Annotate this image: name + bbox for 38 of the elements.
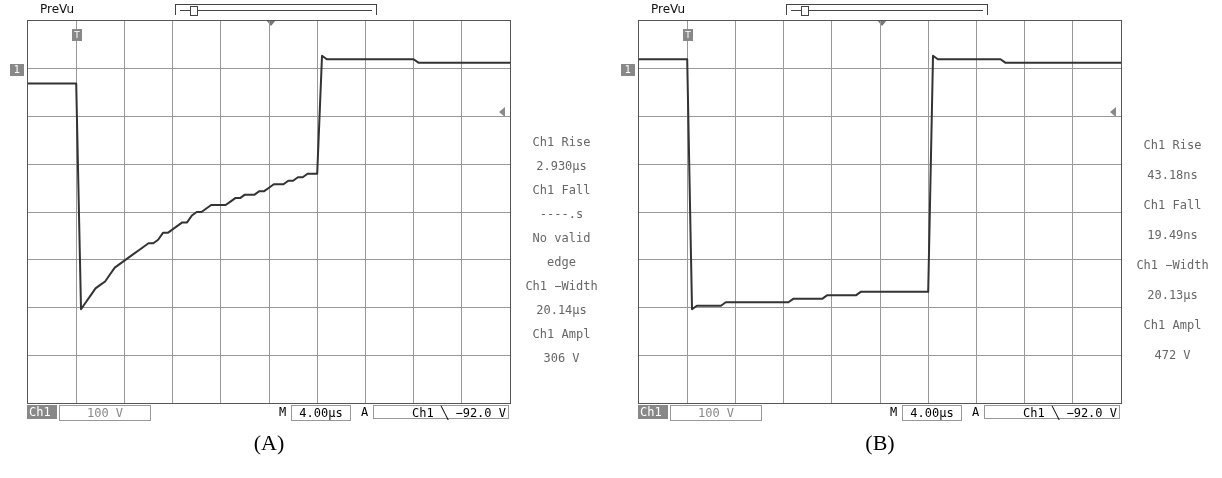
text: T [683,29,693,41]
text: Ch1 Ampl [1143,318,1202,332]
chart-subtitle: PreVu [651,2,686,16]
text: 100 V [59,405,151,421]
text: Ch1 [27,405,57,419]
text: 2.930µs [536,159,587,173]
text: 20.14µs [536,303,587,317]
text: 43.18ns [1147,168,1198,182]
text: Ch1 Rise [1143,138,1202,152]
text: Ch1 ╲ −92.0 V [373,405,509,420]
text: Ch1 −Width [1136,258,1209,272]
text: edge [547,255,576,269]
text: Ch1 ╲ −92.0 V [984,405,1120,420]
text: 100 V [670,405,762,421]
text: 19.49ns [1147,228,1198,242]
text: 20.13µs [1147,288,1198,302]
text: 1 [621,64,635,76]
text: M [279,405,287,419]
text: 472 V [1154,348,1191,362]
text: Ch1 [638,405,668,419]
text: Ch1 Fall [1143,198,1202,212]
text: A [972,405,980,419]
chart-subtitle: PreVu [40,2,75,16]
text: (B) [864,430,896,456]
text: 4.00µs [902,405,962,421]
text: Ch1 Ampl [532,327,591,341]
text: 4.00µs [291,405,351,421]
text: 306 V [543,351,580,365]
text: Ch1 −Width [525,279,598,293]
text: M [890,405,898,419]
text: T [72,29,82,41]
text: A [361,405,369,419]
text: 1 [10,64,24,76]
text: Ch1 Rise [532,135,591,149]
text: (A) [252,430,286,456]
text: ----.s [539,207,584,221]
text: No valid [532,231,591,245]
text: Ch1 Fall [532,183,591,197]
